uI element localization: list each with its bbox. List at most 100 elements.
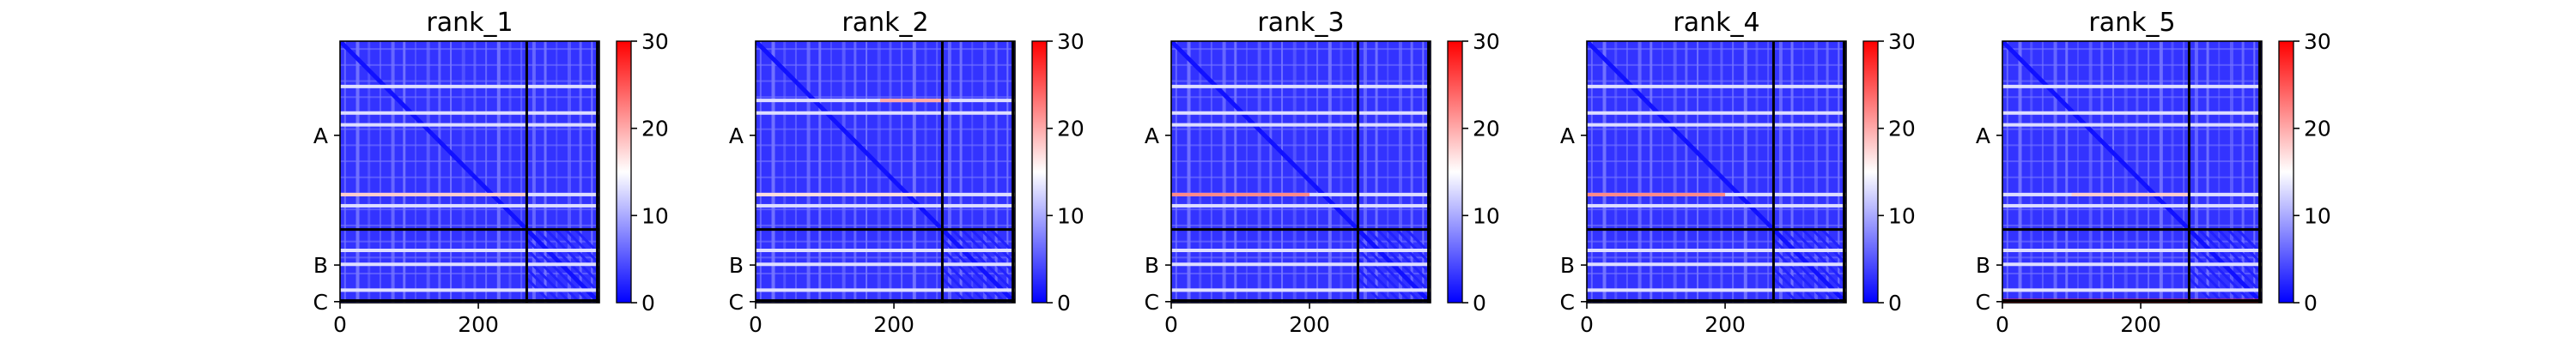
row-stripe bbox=[1171, 128, 1431, 130]
colorbar-tick-label: 0 bbox=[2304, 291, 2318, 316]
b-block-pattern bbox=[526, 268, 562, 303]
bright-row bbox=[1587, 123, 1846, 127]
y-tick-label: B bbox=[1145, 253, 1159, 278]
column-stripe bbox=[485, 41, 488, 303]
diagonal-A bbox=[1171, 41, 1360, 232]
column-stripe bbox=[2065, 41, 2069, 303]
column-stripe bbox=[1281, 41, 1284, 303]
x-tick-label: 0 bbox=[749, 312, 762, 337]
column-stripe bbox=[994, 41, 998, 303]
column-stripe bbox=[1790, 41, 1794, 303]
y-tick-label: A bbox=[729, 123, 744, 148]
row-stripe bbox=[340, 80, 599, 82]
diagonal-A bbox=[1587, 41, 1776, 232]
row-stripe bbox=[2002, 240, 2262, 243]
colorbar-tick-label: 0 bbox=[1057, 291, 1071, 316]
bright-row bbox=[756, 203, 1015, 208]
row-stripe bbox=[1171, 63, 1431, 66]
column-stripe bbox=[1802, 41, 1805, 303]
column-stripe bbox=[1327, 41, 1332, 303]
column-stripe bbox=[1708, 41, 1712, 303]
column-stripe bbox=[1838, 41, 1840, 303]
bright-row bbox=[756, 262, 1015, 267]
x-tick-label: 0 bbox=[333, 312, 347, 337]
row-stripe bbox=[756, 63, 1015, 66]
bright-row bbox=[340, 123, 599, 127]
colorbar-tick-label: 30 bbox=[1888, 29, 1916, 54]
panel-title: rank_2 bbox=[841, 8, 928, 38]
hot-row bbox=[1171, 192, 1310, 196]
panel-title: rank_1 bbox=[426, 8, 513, 38]
column-stripe bbox=[2171, 41, 2174, 303]
column-stripe bbox=[1222, 41, 1226, 303]
plot-frame bbox=[2002, 40, 2263, 304]
colorbar bbox=[1447, 40, 1463, 304]
column-stripe bbox=[1210, 41, 1212, 303]
colorbar-tick-label: 0 bbox=[641, 291, 655, 316]
column-stripe bbox=[2253, 41, 2256, 303]
column-stripe bbox=[2159, 41, 2163, 303]
row-stripe bbox=[756, 224, 1015, 226]
column-stripe bbox=[1602, 41, 1607, 303]
bright-row bbox=[2002, 123, 2262, 127]
row-stripe bbox=[1171, 160, 1431, 163]
column-stripe bbox=[1410, 41, 1413, 303]
row-stripe bbox=[1171, 273, 1431, 275]
colorbar-tick-label: 20 bbox=[1888, 117, 1916, 141]
column-stripe bbox=[1778, 41, 1783, 303]
y-tick-label: B bbox=[1976, 253, 1990, 278]
b-block-pattern bbox=[980, 228, 1015, 265]
colorbar bbox=[1031, 40, 1048, 304]
b-block-pattern bbox=[1395, 228, 1431, 265]
bright-row bbox=[340, 203, 599, 208]
row-stripe bbox=[756, 80, 1015, 82]
row-stripe bbox=[1171, 96, 1431, 99]
b-block-pattern bbox=[1772, 268, 1808, 303]
column-stripe bbox=[901, 41, 903, 303]
bright-row bbox=[756, 288, 1015, 292]
panel-title: rank_5 bbox=[2088, 8, 2175, 38]
column-stripe bbox=[414, 41, 416, 303]
plot-frame bbox=[1170, 40, 1431, 304]
b-block-pattern bbox=[960, 228, 1015, 285]
hot-row bbox=[756, 192, 943, 196]
column-stripe bbox=[1697, 41, 1699, 303]
heatmap bbox=[1171, 41, 1431, 303]
column-stripe bbox=[343, 41, 346, 303]
bright-row bbox=[2002, 262, 2262, 267]
row-stripe bbox=[756, 273, 1015, 275]
column-stripe bbox=[1175, 41, 1177, 303]
row-stripe bbox=[1587, 256, 1846, 259]
row-stripe bbox=[1171, 144, 1431, 147]
row-stripe bbox=[1171, 208, 1431, 211]
row-stripe bbox=[1171, 240, 1431, 243]
column-stripe bbox=[2218, 41, 2221, 303]
b-block-pattern bbox=[2188, 257, 2234, 303]
colorbar-tick-label: 10 bbox=[1473, 203, 1500, 228]
row-stripe bbox=[1171, 256, 1431, 259]
b-block-pattern bbox=[1357, 268, 1393, 303]
column-stripe bbox=[1732, 41, 1735, 303]
column-stripe bbox=[1590, 41, 1593, 303]
column-stripe bbox=[2053, 41, 2057, 303]
column-stripe bbox=[2088, 41, 2093, 303]
column-stripe bbox=[426, 41, 430, 303]
y-tick-label: C bbox=[1976, 290, 1990, 315]
row-stripe bbox=[340, 144, 599, 147]
bright-row bbox=[340, 84, 599, 88]
column-stripe bbox=[2229, 41, 2233, 303]
row-stripe bbox=[2002, 256, 2262, 259]
bright-row bbox=[340, 111, 599, 115]
row-stripe bbox=[1587, 48, 1846, 51]
row-stripe bbox=[1587, 176, 1846, 178]
column-stripe bbox=[567, 41, 571, 303]
column-stripe bbox=[1340, 41, 1343, 303]
colorbar-tick-label: 30 bbox=[1057, 29, 1084, 54]
colorbar-tick-label: 30 bbox=[2304, 29, 2331, 54]
column-stripe bbox=[1352, 41, 1354, 303]
column-stripe bbox=[1006, 41, 1009, 303]
bright-row bbox=[1587, 249, 1846, 252]
column-stripe bbox=[1720, 41, 1723, 303]
colorbar bbox=[2278, 40, 2294, 304]
